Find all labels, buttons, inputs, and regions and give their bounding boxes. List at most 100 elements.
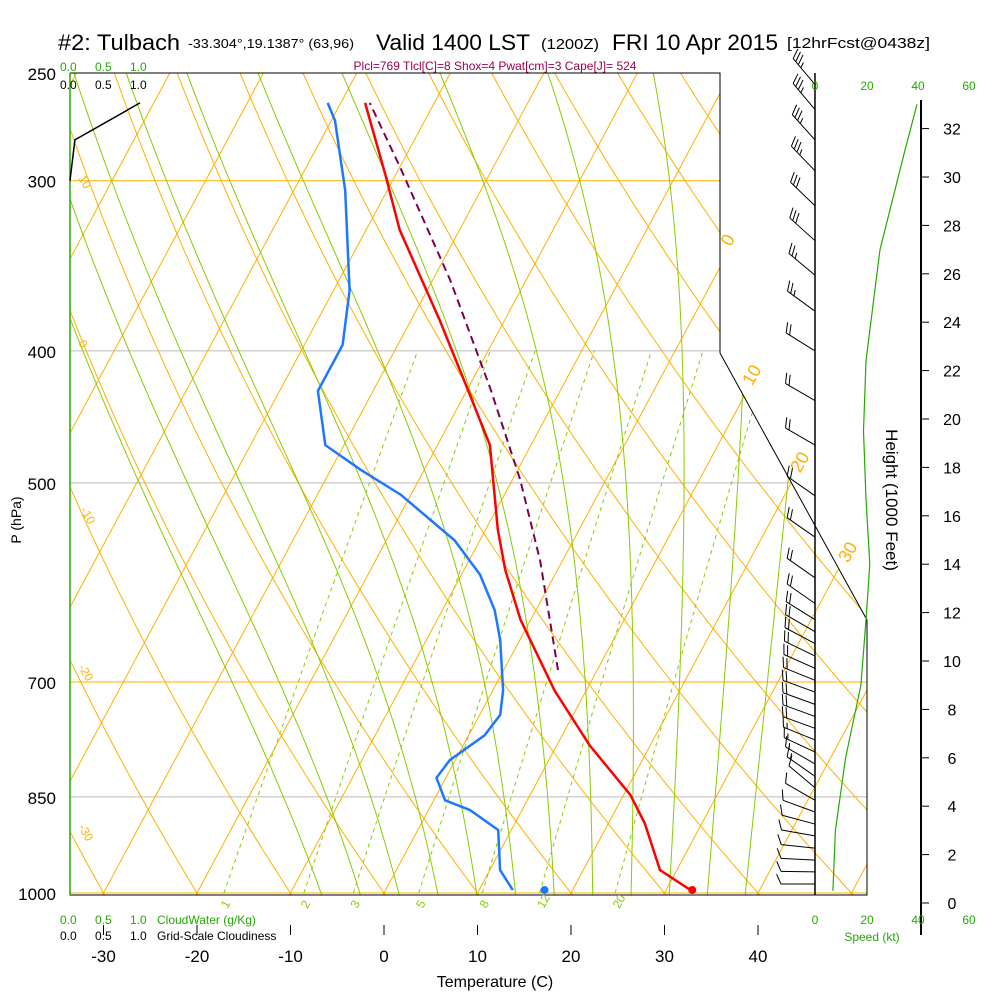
- wind-barb-staff: [781, 844, 816, 849]
- isotherm-40: [742, 73, 867, 895]
- wind-barb: [781, 681, 816, 705]
- isotherm-50: [835, 73, 867, 895]
- isotherm--20: [181, 73, 651, 895]
- wind-barb-staff: [791, 114, 816, 141]
- temp-label--10: -10: [278, 947, 303, 966]
- wind-barb-feather: [788, 755, 793, 767]
- title-valid: Valid 1400 LST: [376, 30, 530, 55]
- wind-barb-feather: [781, 693, 784, 705]
- mixing-ratio-label-20: 20: [610, 892, 629, 911]
- wind-barb-staff: [782, 716, 816, 729]
- wind-barb-staff: [786, 557, 816, 579]
- temperature-line: [363, 102, 692, 892]
- mixing-ratio-line-8: [481, 350, 652, 894]
- x-axis-label: Temperature (C): [437, 974, 553, 991]
- pressure-label-1000: 1000: [18, 885, 56, 904]
- wind-barb-feather: [788, 618, 790, 630]
- dry-adiabat-label: 0: [75, 338, 91, 351]
- wind-barb: [785, 603, 816, 633]
- cloud-top-green-0: 0.0: [60, 60, 77, 74]
- cloud-bottom-green-2: 1.0: [130, 913, 147, 927]
- dry-adiabat-100: [602, 73, 867, 895]
- wind-barb-staff: [782, 799, 816, 813]
- wind-barb-staff: [788, 765, 816, 789]
- mixing-ratio-label-8: 8: [477, 897, 493, 910]
- temp-label-0: 0: [379, 947, 388, 966]
- title-date: FRI 10 Apr 2015: [612, 30, 778, 55]
- dry-adiabat-label: -10: [77, 505, 98, 527]
- moist-adiabat--4: [70, 73, 332, 895]
- wind-barb-staff: [788, 253, 816, 276]
- wind-barb-feather: [776, 861, 782, 872]
- wind-speed-line: [832, 104, 918, 891]
- wind-barb-feather: [785, 695, 788, 707]
- moist-adiabat-4: [70, 73, 407, 895]
- cloud-bottom-black-0: 0.0: [60, 929, 77, 943]
- wind-barb-feather: [786, 746, 790, 757]
- isotherm--50: [70, 73, 371, 895]
- wind-barb-feather: [789, 575, 793, 587]
- wind-barb: [787, 280, 816, 312]
- temp-label-20: 20: [562, 947, 581, 966]
- wind-barb-feather: [790, 171, 795, 183]
- wind-barb-feather: [778, 819, 783, 831]
- temp-label-10: 10: [468, 947, 487, 966]
- wind-barb-staff: [785, 782, 816, 801]
- wind-barb-feather: [795, 76, 801, 87]
- dry-adiabat-0: [70, 73, 405, 895]
- wind-barb-feather: [785, 322, 789, 333]
- wind-barb: [782, 716, 816, 741]
- dry-adiabat-label: 10: [75, 173, 94, 192]
- cloud-bottom-black-2: 1.0: [130, 929, 147, 943]
- pressure-label-500: 500: [28, 475, 56, 494]
- wind-barb-feather: [785, 670, 788, 682]
- dry-adiabat-40: [229, 73, 784, 895]
- dry-adiabat-30: [167, 73, 690, 895]
- wind-barb: [785, 590, 816, 621]
- wind-barb-feather: [790, 282, 794, 294]
- wind-barb-staff: [787, 290, 816, 312]
- wind-barb-feather: [785, 372, 788, 384]
- wind-barb-staff: [782, 704, 816, 717]
- wind-barb-feather: [797, 110, 803, 121]
- wind-barb: [781, 789, 816, 813]
- wind-barb-feather: [791, 245, 796, 257]
- mixing-ratio-line-1: [223, 350, 419, 894]
- wind-barb-feather: [792, 174, 798, 186]
- wind-barb-staff: [785, 614, 816, 633]
- dry-adiabat-140: [851, 73, 867, 895]
- wind-barb: [786, 465, 816, 497]
- moist-adiabat-32: [648, 73, 685, 895]
- mixing-ratio-label-1: 1: [218, 897, 234, 910]
- wind-barb-feather: [788, 605, 791, 617]
- dry-adiabat-50: [291, 73, 867, 895]
- mixing-ratio-line-3: [352, 350, 536, 894]
- wind-barb-feather: [791, 104, 798, 115]
- title-utc: (1200Z): [541, 36, 599, 53]
- height-label-18: 18: [943, 460, 961, 477]
- title-station: #2: Tulbach: [58, 30, 180, 55]
- moist-adiabat-0: [70, 73, 369, 895]
- isotherm-label: 10: [738, 361, 765, 388]
- wind-barb-feather: [789, 753, 793, 760]
- wind-barb-staff: [783, 737, 816, 753]
- wind-barb-staff: [782, 692, 816, 705]
- wind-barb: [781, 693, 816, 717]
- dry-adiabat-80: [478, 73, 867, 895]
- wind-barb-feather: [799, 117, 804, 124]
- stability-indices: Plcl=769 Tlcl[C]=8 Shox=4 Pwat[cm]=3 Cap…: [354, 59, 637, 73]
- isotherm-0: [368, 73, 838, 895]
- height-label-20: 20: [943, 412, 961, 429]
- wind-barb: [792, 73, 816, 110]
- wind-barb-feather: [788, 419, 791, 431]
- wind-barb-staff: [785, 746, 816, 765]
- wind-barb: [781, 669, 816, 693]
- wind-barb: [779, 804, 816, 825]
- surface-dewpoint-dot: [540, 886, 549, 895]
- wind-barb-feather: [787, 280, 791, 292]
- title-forecast: [12hrFcst@0438z]: [787, 35, 930, 52]
- height-label-28: 28: [943, 218, 961, 235]
- speed-bottom-0: 0: [812, 913, 819, 927]
- wind-barb-feather: [781, 705, 784, 717]
